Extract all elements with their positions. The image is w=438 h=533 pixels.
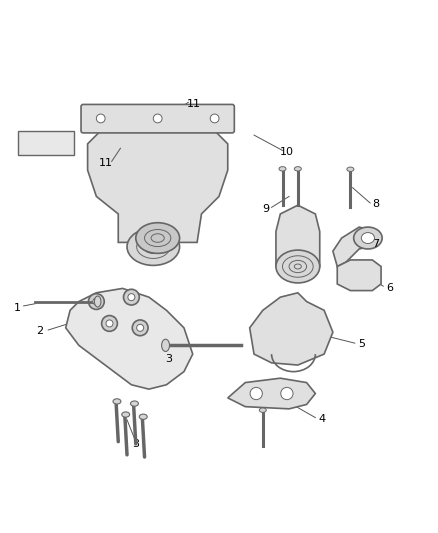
Circle shape (106, 320, 113, 327)
Ellipse shape (279, 167, 286, 171)
Polygon shape (276, 205, 320, 266)
Ellipse shape (95, 296, 101, 307)
Text: 1: 1 (14, 303, 21, 313)
Ellipse shape (162, 339, 170, 351)
Ellipse shape (127, 228, 180, 265)
Circle shape (128, 294, 135, 301)
Polygon shape (337, 260, 381, 290)
Text: 3: 3 (165, 354, 172, 365)
Circle shape (153, 114, 162, 123)
Text: 11: 11 (187, 99, 201, 109)
Circle shape (137, 324, 144, 332)
Text: 10: 10 (280, 147, 294, 157)
Ellipse shape (139, 414, 147, 419)
Polygon shape (66, 288, 193, 389)
FancyBboxPatch shape (81, 104, 234, 133)
Circle shape (102, 316, 117, 332)
Text: 2: 2 (36, 326, 43, 336)
Ellipse shape (353, 227, 382, 249)
Ellipse shape (131, 401, 138, 406)
Text: FWD: FWD (48, 138, 72, 147)
Ellipse shape (276, 250, 320, 283)
Ellipse shape (361, 232, 374, 244)
Polygon shape (250, 293, 333, 365)
Circle shape (210, 114, 219, 123)
Text: 11: 11 (99, 158, 113, 168)
Text: 5: 5 (358, 340, 365, 350)
Ellipse shape (294, 167, 301, 171)
Circle shape (250, 387, 262, 400)
Ellipse shape (259, 408, 266, 413)
Circle shape (93, 298, 100, 305)
Circle shape (96, 114, 105, 123)
Circle shape (281, 387, 293, 400)
Ellipse shape (347, 167, 354, 172)
Ellipse shape (122, 412, 130, 417)
Circle shape (124, 289, 139, 305)
Text: 6: 6 (386, 282, 393, 293)
Circle shape (88, 294, 104, 310)
Text: 4: 4 (318, 414, 325, 424)
Ellipse shape (113, 399, 121, 404)
Polygon shape (228, 378, 315, 409)
Text: 7: 7 (372, 239, 379, 249)
Text: 8: 8 (372, 199, 379, 209)
Circle shape (132, 320, 148, 336)
FancyBboxPatch shape (18, 131, 74, 155)
Polygon shape (333, 227, 368, 266)
Polygon shape (88, 126, 228, 243)
Ellipse shape (136, 223, 180, 253)
Text: 9: 9 (262, 204, 269, 214)
Text: 3: 3 (132, 439, 139, 449)
